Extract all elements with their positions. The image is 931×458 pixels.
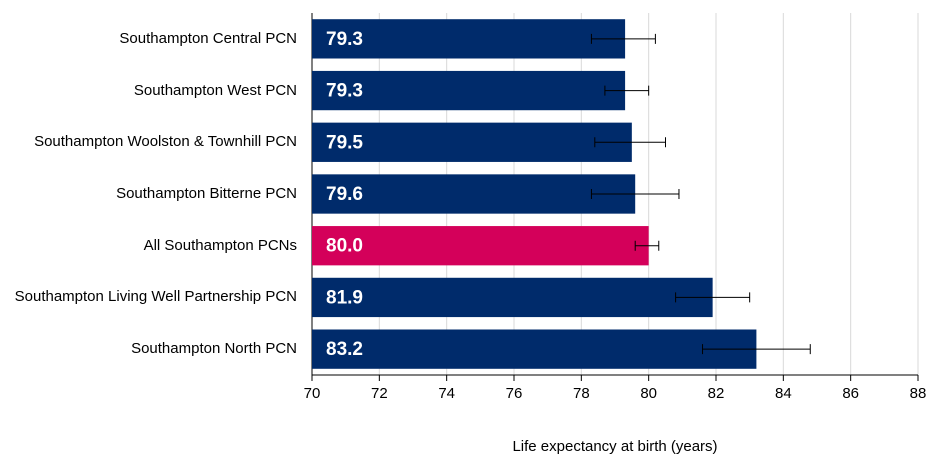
value-label: 80.0 [326, 236, 363, 257]
x-axis-label: Life expectancy at birth (years) [512, 438, 717, 455]
x-tick-label: 88 [910, 385, 927, 402]
error-bar [702, 344, 811, 355]
value-label: 79.6 [326, 184, 363, 205]
bar [312, 329, 757, 369]
y-tick-label: Southampton North PCN [131, 340, 297, 358]
bar [312, 174, 636, 214]
x-tick-label: 80 [640, 385, 657, 402]
y-tick-label: Southampton Bitterne PCN [116, 185, 297, 202]
value-label: 79.5 [326, 132, 363, 153]
x-tick-label: 70 [304, 385, 321, 402]
error-bar [590, 33, 656, 44]
error-bar [590, 189, 680, 199]
y-tick-label: Southampton Woolston & Townhill PCN [34, 133, 297, 151]
value-label: 83.2 [326, 339, 363, 360]
y-tick-label: Southampton West PCN [133, 81, 297, 99]
bar [312, 226, 649, 266]
x-tick-label: 86 [842, 385, 859, 402]
bar [312, 122, 632, 162]
bar [312, 19, 626, 59]
x-tick-label: 78 [573, 385, 590, 402]
y-tick-label: Southampton Living Well Partnership PCN [14, 288, 297, 306]
value-label: 79.3 [326, 81, 363, 102]
bar [312, 70, 626, 111]
x-tick-label: 74 [438, 385, 455, 402]
x-tick-label: 84 [775, 385, 792, 402]
x-tick-label: 72 [371, 385, 388, 402]
error-bar [604, 85, 650, 96]
x-tick-label: 82 [708, 385, 725, 402]
y-tick-label: All Southampton PCNs [143, 236, 297, 254]
error-bar [634, 240, 660, 251]
error-bar [594, 137, 666, 148]
x-tick-label: 76 [506, 385, 523, 402]
value-label: 79.3 [326, 29, 363, 50]
y-tick-label: Southampton Central PCN [119, 29, 297, 47]
bar [312, 277, 713, 318]
error-bar [675, 292, 751, 303]
value-label: 81.9 [326, 287, 363, 308]
